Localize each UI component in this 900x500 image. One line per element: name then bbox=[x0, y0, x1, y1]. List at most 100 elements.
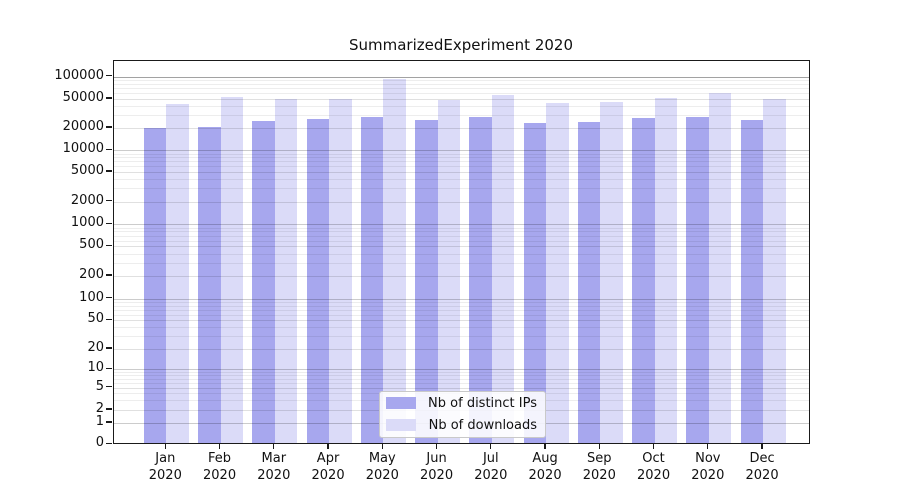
gridline-7 bbox=[113, 378, 809, 380]
bar-nov-downloads bbox=[708, 93, 732, 443]
y-tick-mark-2 bbox=[106, 408, 112, 410]
y-tick-mark-0 bbox=[106, 442, 112, 444]
y-tick-label-20000: 20000 bbox=[62, 119, 104, 134]
gridline-90 bbox=[113, 301, 809, 303]
x-tick-mark-jan bbox=[164, 443, 166, 449]
x-tick-label-nov: Nov 2020 bbox=[691, 451, 725, 483]
gridline-70000 bbox=[113, 88, 809, 90]
y-tick-label-5000: 5000 bbox=[70, 163, 104, 178]
x-tick-mark-nov bbox=[707, 443, 709, 449]
x-tick-label-aug: Aug 2020 bbox=[528, 451, 562, 483]
y-tick-mark-100 bbox=[106, 296, 112, 299]
gridline-7000 bbox=[113, 161, 809, 163]
y-tick-mark-200 bbox=[106, 274, 112, 276]
gridline-2000 bbox=[113, 201, 809, 203]
bar-feb-distinct-ips bbox=[198, 127, 221, 443]
x-tick-label-jul: Jul 2020 bbox=[474, 451, 508, 483]
y-tick-mark-10000 bbox=[106, 148, 112, 150]
y-tick-mark-5000 bbox=[106, 170, 112, 172]
y-tick-label-100000: 100000 bbox=[54, 67, 104, 83]
y-tick-label-5: 5 bbox=[95, 378, 104, 394]
y-tick-mark-50000 bbox=[106, 97, 112, 99]
gridline-60000 bbox=[113, 93, 809, 95]
bar-may-downloads bbox=[383, 78, 406, 443]
gridline-8000 bbox=[113, 157, 809, 159]
bar-jun-distinct-ips bbox=[415, 119, 438, 443]
y-tick-mark-10 bbox=[106, 367, 112, 369]
gridline-20000 bbox=[113, 128, 809, 129]
gridline-50 bbox=[113, 320, 809, 322]
gridline-4000 bbox=[113, 179, 809, 181]
gridline-1000 bbox=[113, 224, 809, 226]
gridline-800 bbox=[113, 231, 809, 233]
x-tick-label-oct: Oct 2020 bbox=[637, 451, 671, 483]
y-tick-mark-1000 bbox=[106, 222, 112, 224]
y-tick-label-500: 500 bbox=[79, 237, 104, 253]
bar-mar-distinct-ips bbox=[252, 121, 275, 443]
y-tick-label-10: 10 bbox=[87, 360, 104, 376]
y-tick-label-10000: 10000 bbox=[62, 141, 104, 157]
y-tick-mark-20000 bbox=[106, 126, 112, 128]
bar-jan-downloads bbox=[166, 104, 189, 443]
gridline-9000 bbox=[113, 153, 809, 155]
gridline-200 bbox=[113, 276, 809, 277]
gridline-600 bbox=[113, 240, 809, 242]
y-tick-label-50: 50 bbox=[87, 311, 104, 327]
gridline-30 bbox=[113, 336, 809, 338]
y-tick-label-2000: 2000 bbox=[70, 192, 104, 208]
y-tick-label-20: 20 bbox=[87, 340, 104, 355]
bar-sep-downloads bbox=[600, 101, 623, 443]
gridline-90000 bbox=[113, 80, 809, 82]
chart-title: SummarizedExperiment 2020 bbox=[348, 36, 573, 54]
gridline-700 bbox=[113, 235, 809, 237]
plot-area bbox=[112, 60, 810, 444]
gridline-900 bbox=[113, 227, 809, 229]
x-tick-label-jun: Jun 2020 bbox=[420, 451, 454, 483]
x-tick-label-may: May 2020 bbox=[365, 451, 399, 483]
x-tick-label-jan: Jan 2020 bbox=[148, 451, 182, 483]
gridline-30000 bbox=[113, 115, 809, 117]
bar-jun-downloads bbox=[437, 100, 461, 443]
bar-may-distinct-ips bbox=[360, 116, 384, 443]
gridline-9 bbox=[113, 372, 809, 374]
gridline-100000 bbox=[113, 76, 809, 79]
gridline-3000 bbox=[113, 188, 809, 190]
legend-item-downloads: Nb of downloads bbox=[386, 418, 537, 433]
y-tick-label-50000: 50000 bbox=[62, 89, 104, 105]
x-tick-mark-feb bbox=[218, 443, 221, 449]
legend: Nb of distinct IPs Nb of downloads bbox=[379, 390, 546, 438]
bar-oct-distinct-ips bbox=[632, 117, 655, 443]
gridline-10000 bbox=[113, 150, 809, 152]
x-tick-mark-jun bbox=[435, 443, 438, 449]
x-tick-mark-jul bbox=[490, 443, 492, 449]
bar-apr-downloads bbox=[329, 98, 352, 443]
y-tick-mark-1 bbox=[106, 421, 112, 423]
gridline-20 bbox=[113, 349, 809, 350]
x-tick-mark-mar bbox=[273, 443, 275, 449]
gridline-6000 bbox=[113, 166, 809, 168]
y-tick-label-2: 2 bbox=[95, 401, 104, 416]
bar-feb-downloads bbox=[220, 96, 244, 443]
legend-item-distinct-ips: Nb of distinct IPs bbox=[386, 396, 537, 411]
x-tick-mark-apr bbox=[327, 443, 329, 449]
y-tick-label-200: 200 bbox=[79, 267, 104, 282]
bar-aug-distinct-ips bbox=[523, 122, 547, 443]
bar-sep-distinct-ips bbox=[577, 121, 601, 443]
legend-label-downloads: Nb of downloads bbox=[428, 417, 537, 433]
gridline-60 bbox=[113, 314, 809, 316]
gridline-80 bbox=[113, 305, 809, 307]
gridline-100 bbox=[113, 298, 809, 300]
gridline-80000 bbox=[113, 83, 809, 85]
y-tick-mark-20 bbox=[106, 347, 112, 349]
gridline-5000 bbox=[113, 172, 809, 173]
y-tick-mark-50 bbox=[106, 318, 112, 320]
x-tick-mark-dec bbox=[761, 443, 763, 449]
y-tick-mark-500 bbox=[106, 244, 112, 246]
gridline-8 bbox=[113, 375, 809, 377]
gridline-500 bbox=[113, 246, 809, 248]
gridline-40000 bbox=[113, 105, 809, 107]
gridline-300 bbox=[113, 262, 809, 264]
legend-swatch-downloads bbox=[386, 419, 416, 431]
y-tick-label-1: 1 bbox=[95, 414, 104, 429]
y-tick-label-0: 0 bbox=[95, 435, 104, 451]
